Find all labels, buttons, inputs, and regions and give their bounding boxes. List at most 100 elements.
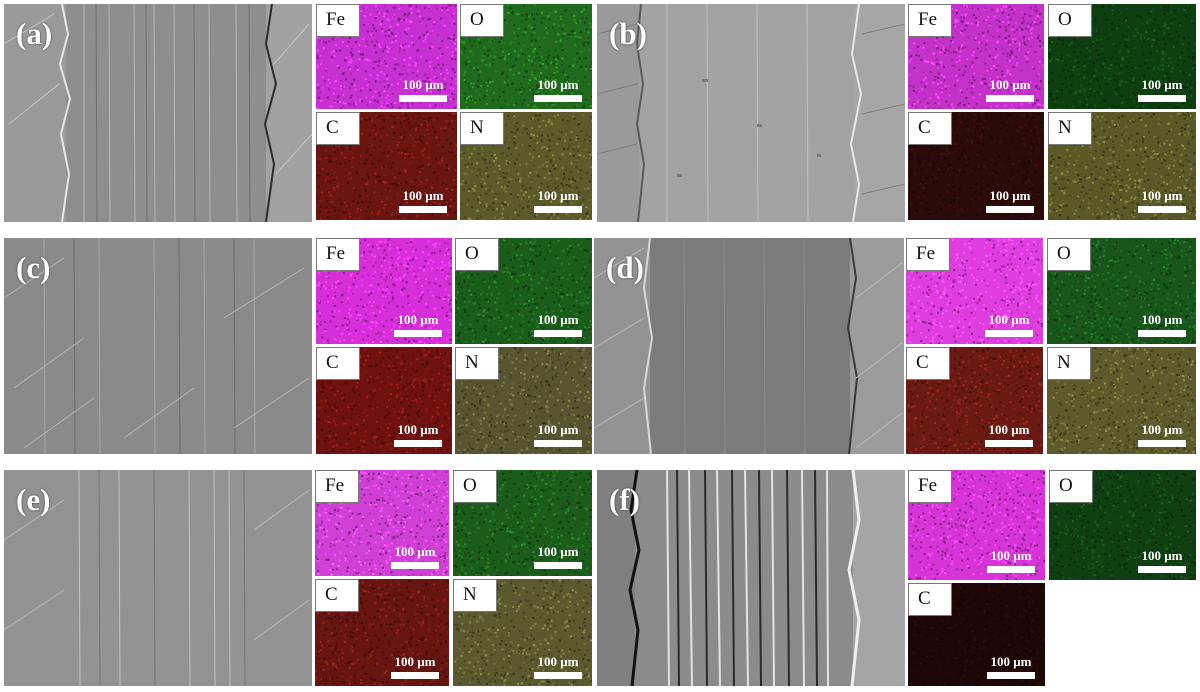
element-label: O [1048, 4, 1092, 37]
scale-bar-text: 100 μm [1141, 312, 1183, 327]
scale-bar-text: 100 μm [402, 188, 444, 203]
eds-map-o: O 100 μm [453, 470, 592, 576]
scale-bar: 100 μm [985, 313, 1033, 337]
eds-map-n: N 100 μm [1047, 347, 1196, 454]
panel-label: (f) [609, 482, 640, 517]
eds-map-fe: Fe 100 μm [316, 238, 452, 344]
scale-bar-text: 100 μm [1141, 77, 1183, 92]
eds-map-c: C 100 μm [316, 112, 457, 220]
scale-bar: 100 μm [986, 189, 1034, 213]
element-label: Fe [908, 4, 952, 37]
scale-bar-text: 100 μm [537, 188, 579, 203]
sem-image: (b) [597, 4, 905, 222]
sem-image: (a) [4, 4, 312, 222]
speckle-texture [1047, 238, 1196, 344]
scale-bar: 100 μm [534, 313, 582, 337]
scale-bar-text: 100 μm [537, 544, 579, 559]
scale-bar-text: 100 μm [394, 654, 436, 669]
scale-bar-text: 100 μm [397, 422, 439, 437]
scale-bar: 100 μm [391, 545, 439, 569]
element-label: N [453, 579, 497, 612]
panel-label: (b) [609, 16, 647, 51]
panel-label: (c) [16, 250, 51, 285]
element-label: N [455, 347, 499, 380]
scale-bar: 100 μm [391, 655, 439, 679]
scale-bar-text: 100 μm [537, 422, 579, 437]
scale-bar: 100 μm [1138, 423, 1186, 447]
scale-bar: 100 μm [987, 549, 1035, 573]
scale-bar: 100 μm [986, 78, 1034, 102]
scale-bar-text: 100 μm [537, 312, 579, 327]
eds-map-o: O 100 μm [1048, 4, 1196, 109]
eds-map-c: C 100 μm [906, 347, 1043, 454]
sem-image: (e) [4, 470, 312, 686]
element-label: O [455, 238, 499, 271]
eds-map-n: N 100 μm [455, 347, 592, 454]
scale-bar: 100 μm [1138, 549, 1186, 573]
eds-map-o: O 100 μm [460, 4, 592, 109]
speckle-texture [460, 112, 592, 220]
element-label: C [315, 579, 359, 612]
sem-image: (f) [597, 470, 905, 686]
element-label: N [460, 112, 504, 145]
scale-bar: 100 μm [534, 655, 582, 679]
scale-bar: 100 μm [534, 545, 582, 569]
element-label: C [906, 347, 950, 380]
scale-bar: 100 μm [399, 189, 447, 213]
element-label: O [460, 4, 504, 37]
scale-bar-text: 100 μm [537, 654, 579, 669]
scale-bar-text: 100 μm [989, 188, 1031, 203]
sem-image: (c) [4, 238, 312, 454]
eds-map-o: O 100 μm [1049, 470, 1196, 580]
scale-bar-text: 100 μm [1141, 422, 1183, 437]
element-label: C [908, 112, 952, 145]
scale-bar: 100 μm [534, 423, 582, 447]
scale-bar: 100 μm [987, 655, 1035, 679]
scale-bar: 100 μm [394, 313, 442, 337]
scale-bar-text: 100 μm [537, 77, 579, 92]
scale-bar-text: 100 μm [990, 654, 1032, 669]
scale-bar-text: 100 μm [988, 422, 1030, 437]
element-label: Fe [316, 4, 360, 37]
eds-map-c: C 100 μm [908, 112, 1044, 220]
element-label: O [1047, 238, 1091, 271]
speckle-texture [455, 347, 592, 454]
scale-bar-text: 100 μm [397, 312, 439, 327]
scale-bar: 100 μm [534, 78, 582, 102]
scale-bar-text: 100 μm [1141, 188, 1183, 203]
element-label: O [453, 470, 497, 503]
eds-map-c: C 100 μm [316, 347, 452, 454]
scale-bar-text: 100 μm [988, 312, 1030, 327]
speckle-texture [1048, 4, 1196, 109]
element-label: O [1049, 470, 1093, 503]
element-label: Fe [906, 238, 950, 271]
panel-label: (d) [606, 250, 644, 285]
scale-bar: 100 μm [1138, 189, 1186, 213]
scale-bar-text: 100 μm [402, 77, 444, 92]
scale-bar: 100 μm [534, 189, 582, 213]
panel-label: (a) [16, 16, 53, 51]
scale-bar-text: 100 μm [1141, 548, 1183, 563]
speckle-texture [453, 579, 592, 686]
element-label: C [316, 347, 360, 380]
eds-map-n: N 100 μm [1048, 112, 1196, 220]
eds-map-c: C 100 μm [908, 583, 1045, 686]
eds-map-n: N 100 μm [460, 112, 592, 220]
scale-bar-text: 100 μm [990, 548, 1032, 563]
element-label: Fe [908, 470, 952, 503]
scale-bar: 100 μm [1138, 313, 1186, 337]
speckle-texture [316, 347, 452, 454]
scale-bar-text: 100 μm [989, 77, 1031, 92]
eds-map-fe: Fe 100 μm [908, 470, 1045, 580]
sem-image: (d) [594, 238, 904, 454]
scale-bar: 100 μm [399, 78, 447, 102]
scale-bar: 100 μm [394, 423, 442, 447]
scale-bar: 100 μm [985, 423, 1033, 447]
eds-map-fe: Fe 100 μm [315, 470, 449, 576]
eds-map-o: O 100 μm [1047, 238, 1196, 344]
scale-bar: 100 μm [1138, 78, 1186, 102]
eds-map-fe: Fe 100 μm [906, 238, 1043, 344]
eds-map-c: C 100 μm [315, 579, 449, 686]
element-label: Fe [316, 238, 360, 271]
eds-map-o: O 100 μm [455, 238, 592, 344]
